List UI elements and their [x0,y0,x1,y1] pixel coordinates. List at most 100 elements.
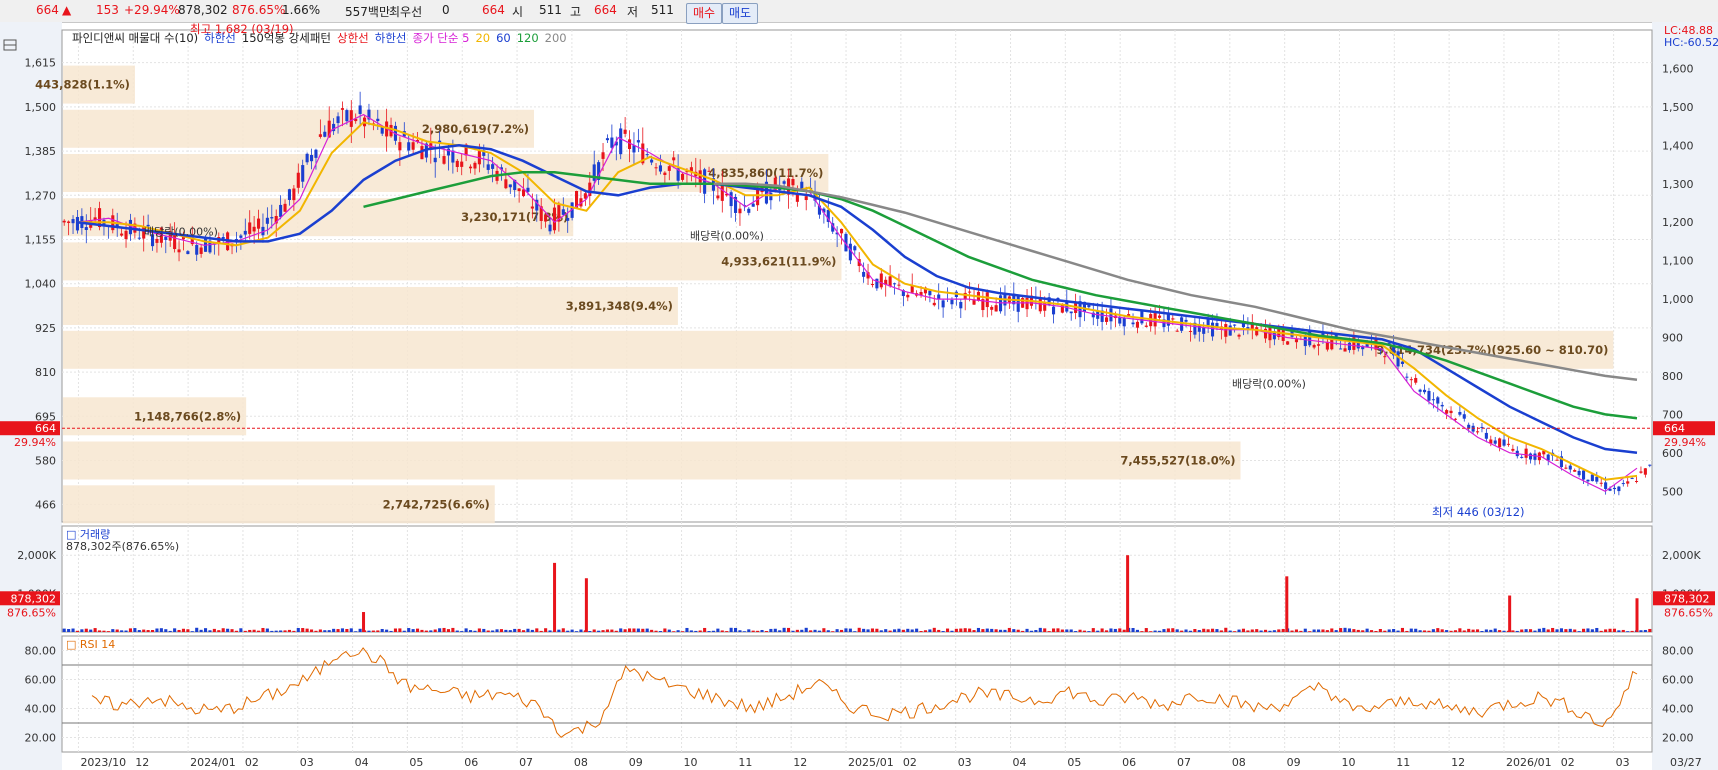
x-tick-label: 11 [1396,756,1410,769]
candle-body [327,120,331,138]
candle-body [1122,317,1126,327]
candle-body [1533,453,1537,460]
volume-bar [1369,630,1374,632]
hc-value: HC:-60.52 [1664,36,1718,49]
legend-item[interactable]: 하한선 [375,31,407,45]
volume-bar [1021,630,1025,632]
volume-bar [491,630,495,632]
volume-bar [1043,628,1047,632]
volume-title: □ 거래량 [66,528,110,541]
candle-body [358,105,362,114]
volume-bar [1237,629,1241,632]
volume-bar [1347,628,1352,632]
volume-bar [1122,629,1126,632]
legend-item[interactable]: 200 [545,31,567,45]
y-tick-label-right: 1,500 [1662,101,1694,114]
volume-profile-bar [63,109,534,148]
volume-bar [1118,628,1122,632]
candle-body [667,166,671,171]
candle-body [782,181,786,184]
x-tick-label: 10 [684,756,698,769]
candle-body [764,181,769,204]
volume-bar [1241,628,1246,632]
candle-body [1144,325,1148,327]
legend-item[interactable]: 20 [475,31,490,45]
candle-body [1131,322,1135,325]
legend-item[interactable]: 60 [496,31,511,45]
volume-bar [256,630,261,632]
volume-bar [923,630,928,632]
candle-body [199,247,203,254]
current-price-pct-left: 29.94% [14,436,56,449]
volume-bar [1520,629,1524,632]
volume-bar [742,631,746,632]
volume-bar [513,628,517,632]
candle-body [641,143,645,164]
rsi-panel [61,635,1653,753]
legend-item[interactable]: 120 [517,31,539,45]
legend-item[interactable]: 150억봉 강세패턴 [242,31,331,45]
volume-bar [1365,628,1369,632]
candle-body [398,142,402,151]
sell-button[interactable]: 매도 [722,3,759,24]
volume-profile-label: 4,835,860(11.7%) [708,166,823,180]
candle-body [1555,459,1559,461]
candle-body [340,108,345,110]
volume-bar [985,628,989,632]
volume-bar [756,630,760,632]
y-tick-label-left: 695 [35,410,56,423]
volume-bar [1515,630,1519,632]
candle-body [252,226,256,232]
volume-bar [314,630,318,632]
volume-bar [124,630,128,632]
candle-body [274,215,278,224]
legend-item[interactable]: 종가 단순 5 [412,31,469,45]
volume-bar [318,629,322,632]
candle-body [1648,464,1652,466]
stock-chart[interactable]: 2023/10 12 2024/01 02 03 04 05 06 07 08 09 10 11 12 20… [0,22,1718,770]
candle-body [1418,389,1422,392]
volume-profile-label: 3,230,171(7.8%) [461,210,568,224]
x-tick-label: 08 [1232,756,1246,769]
volume-bar [645,628,649,632]
volume-bar [1228,630,1232,632]
candle-body [1392,344,1396,356]
volume-bar [230,629,234,632]
current-price-pct-right: 29.94% [1664,436,1706,449]
candle-body [866,272,870,279]
candle-body [460,161,464,167]
volume-bar [959,628,963,632]
volume-bar [968,628,972,632]
volume-bar [998,629,1003,632]
volume-bar [212,628,216,632]
legend-item[interactable]: 상한선 [337,31,369,45]
volume-bar [482,628,486,632]
volume-bar [252,629,256,632]
buy-button[interactable]: 매수 [686,3,723,24]
volume-bar [548,630,552,632]
volume-bar [1308,631,1312,632]
legend-item[interactable]: 하한선 [204,31,236,45]
volume-bar [1440,629,1444,632]
volume-tick-left: 2,000K [17,549,56,562]
volume-bar [292,630,296,632]
candle-body [614,141,618,146]
candle-body [243,230,247,235]
candle-body [1599,482,1603,484]
volume-bar [866,629,870,632]
volume-bar [1590,629,1594,632]
candle-body [1595,476,1599,482]
candle-body [1197,324,1201,332]
y-tick-label-right: 500 [1662,485,1683,498]
volume-bar [1184,629,1188,632]
y-tick-label-left: 1,615 [25,57,57,70]
candle-body [464,144,468,156]
y-tick-label-right: 1,100 [1662,255,1694,268]
volume-profile-label: 4,933,621(11.9%) [721,254,836,268]
candle-body [1639,471,1643,473]
volume-bar [451,627,455,632]
volume-bar [530,629,534,632]
volume-bar [1339,628,1343,632]
legend-item[interactable]: 파인디앤씨 매물대 수(10) [72,31,198,45]
volume-bar [226,628,230,632]
